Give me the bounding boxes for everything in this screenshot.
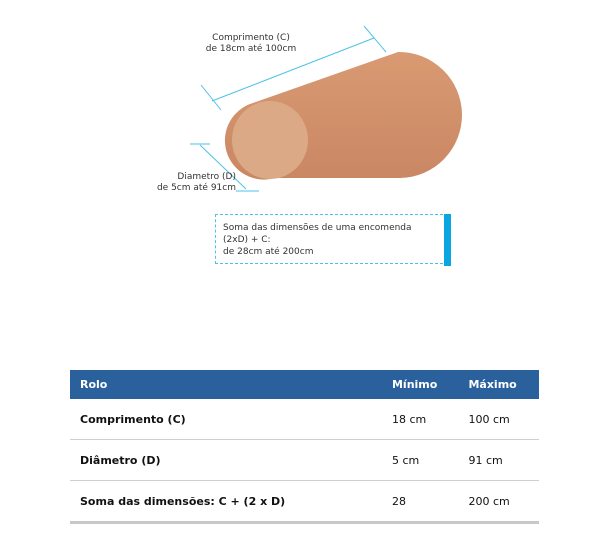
table-row: Comprimento (C) 18 cm 100 cm — [70, 399, 539, 440]
header-minimo: Mínimo — [381, 370, 459, 399]
diameter-label: Diametro (D) de 5cm até 91cm — [126, 172, 236, 194]
row-min: 18 cm — [381, 399, 459, 440]
row-min: 5 cm — [381, 439, 459, 481]
row-max: 200 cm — [458, 480, 539, 524]
length-label-title: Comprimento (C) — [212, 33, 290, 43]
roll-dimensions-table: Rolo Mínimo Máximo Comprimento (C) 18 cm… — [70, 370, 539, 524]
diameter-dimension-line — [190, 143, 259, 192]
row-label: Soma das dimensões: C + (2 x D) — [70, 480, 382, 524]
length-dimension-line — [200, 25, 387, 111]
row-label: Diâmetro (D) — [70, 439, 382, 481]
cylinder-illustration — [190, 25, 462, 192]
header-maximo: Máximo — [458, 370, 539, 399]
row-min: 28 — [381, 480, 459, 524]
roll-dimensions-diagram: Comprimento (C) de 18cm até 100cm Diamet… — [126, 25, 462, 266]
length-label-range: de 18cm até 100cm — [205, 44, 297, 54]
table-row: Diâmetro (D) 5 cm 91 cm — [70, 439, 539, 481]
row-max: 91 cm — [458, 439, 539, 481]
sum-note-line-2: (2xD) + C: — [223, 235, 271, 245]
row-max: 100 cm — [458, 399, 539, 440]
table-row: Soma das dimensões: C + (2 x D) 28 200 c… — [70, 480, 539, 524]
table-header-row: Rolo Mínimo Máximo — [70, 370, 539, 399]
sum-note-line-3: de 28cm até 200cm — [223, 247, 314, 257]
header-rolo: Rolo — [70, 370, 382, 399]
diameter-label-range: de 5cm até 91cm — [156, 183, 236, 193]
length-label: Comprimento (C) de 18cm até 100cm — [196, 33, 306, 55]
sum-note-accent-bar — [444, 214, 451, 266]
row-label: Comprimento (C) — [70, 399, 382, 440]
cylinder-end-face — [232, 101, 308, 179]
diameter-label-title: Diametro (D) — [177, 172, 236, 182]
sum-note-line-1: Soma das dimensões de uma encomenda — [223, 223, 412, 233]
dimension-sum-note: Soma das dimensões de uma encomenda (2xD… — [215, 214, 443, 264]
